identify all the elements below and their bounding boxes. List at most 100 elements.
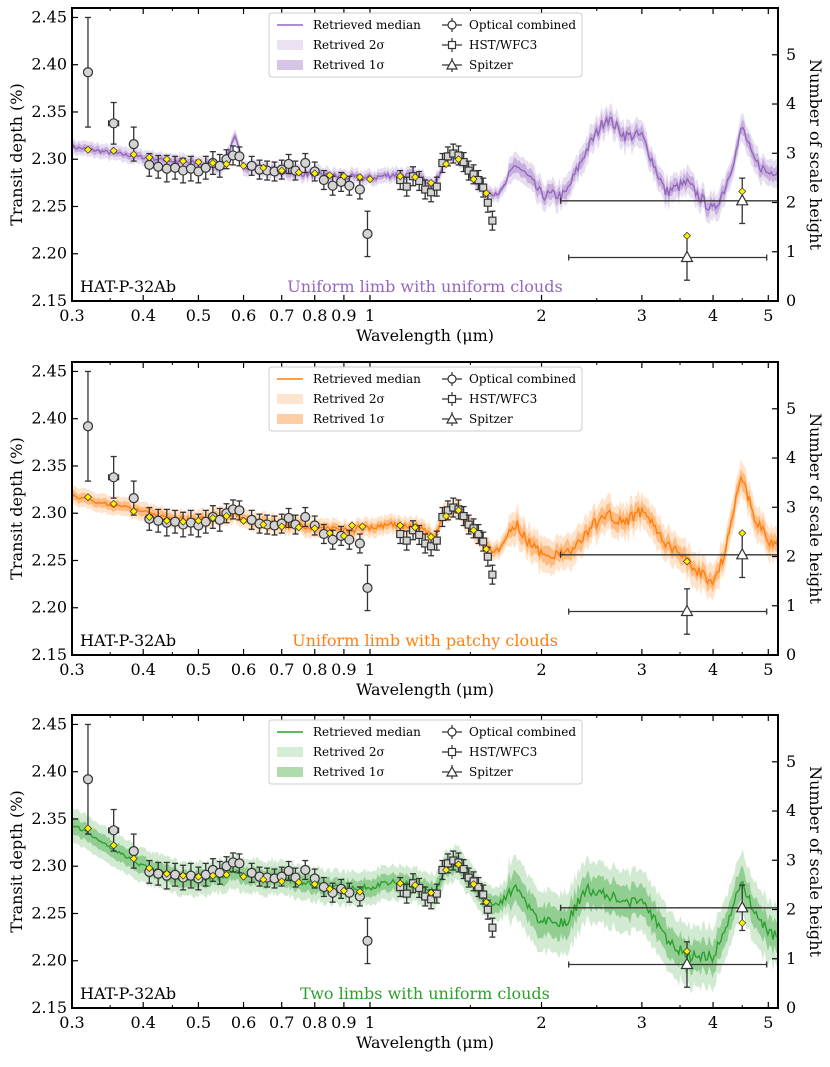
y2-tick-label: 4 [786,801,796,820]
x-tick-label: 0.8 [302,1013,327,1032]
legend-2sigma-label: Retrived 2σ [313,392,385,406]
y2-tick-label: 1 [786,949,796,968]
optical-point [214,153,225,178]
hst-point [474,876,483,898]
y-tick-label: 2.45 [31,7,67,26]
hst-point [488,210,497,231]
y2-tick-label: 5 [786,399,796,418]
x-tick-label: 0.4 [130,1013,155,1032]
planet-name: HAT-P-32Ab [80,984,176,1003]
legend-spitzer-label: Spitzer [469,58,513,72]
hst-point [459,151,468,173]
x-axis-label: Wavelength (μm) [356,1033,494,1052]
model-binned-point [469,880,478,889]
model-binned-point [682,947,691,956]
optical-point [362,917,373,965]
hst-point [464,867,473,888]
model-binned-point [179,871,188,880]
optical-point [300,506,311,528]
model-binned-point [427,532,436,541]
y2-axis-label: Number of scale height [806,766,825,957]
legend-spitzer-marker [442,412,462,426]
model-binned-point [339,531,348,540]
x-axis-label: Wavelength (μm) [356,680,494,699]
optical-point [318,523,329,545]
legend-median-label: Retrieved median [313,725,421,739]
optical-point [300,859,311,881]
model-binned-point [396,879,405,888]
optical-point [108,455,120,499]
plot-area [72,370,778,635]
optical-point [283,507,294,529]
hst-point [415,524,424,546]
optical-point [318,169,329,191]
panel-mode-label: Two limbs with uniform clouds [300,984,550,1003]
x-tick-label: 1 [365,660,375,679]
legend-1sigma-label: Retrived 1σ [313,58,385,72]
model-binned-point [208,159,217,168]
legend-1sigma-swatch [277,414,303,424]
model-binned-point [222,159,231,168]
hst-point [464,514,473,535]
chart-panel-1: 0.3 0.4 0.5 0.6 0.7 0.8 0.9 1 2 3 4 5 2.15 2.20 2.25 2.… [7,7,825,345]
model-binned-point [145,513,154,522]
y2-tick-label: 4 [786,448,796,467]
model-binned-point [682,557,691,566]
sigma1-band [72,816,778,978]
x-tick-label: 2 [536,306,546,325]
legend-optical-marker [442,18,462,32]
x-tick-label: 3 [637,306,647,325]
model-binned-point [365,175,374,184]
y2-tick-label: 3 [786,143,796,162]
y-tick-label: 2.45 [31,361,67,380]
legend-box [268,719,583,785]
model-binned-point [411,881,420,890]
optical-point [185,862,196,889]
model-binned-point [442,159,451,168]
hst-point [438,152,447,174]
y-tick-label: 2.30 [31,149,67,168]
model-binned-point [145,864,154,873]
optical-point [169,509,181,534]
optical-point [344,882,355,903]
optical-point [283,153,294,175]
x-tick-label: 0.9 [331,1013,356,1032]
x-tick-label: 0.5 [186,306,211,325]
model-binned-point [129,507,138,516]
legend-hst-label: HST/WFC3 [469,38,537,52]
y-tick-label: 2.25 [31,196,67,215]
axes-frame [71,361,779,656]
hst-point [488,917,497,938]
model-binned-point [339,172,348,181]
y2-tick-label: 5 [786,752,796,771]
legend-2sigma-label: Retrived 2σ [313,38,385,52]
optical-point [214,860,225,885]
panel-mode-label: Uniform limb with uniform clouds [287,277,562,296]
plot-area [72,723,778,994]
model-binned-point [162,155,171,164]
optical-point [362,564,373,612]
optical-point [200,862,211,887]
x-tick-label: 5 [763,660,773,679]
model-binned-point [348,521,357,530]
x-tick-label: 0.3 [59,306,84,325]
spitzer-point [568,588,768,635]
legend-spitzer-marker [442,58,462,72]
model-binned-point [738,529,747,538]
legend-box [268,12,583,78]
y-axis-label: Transit depth (%) [7,83,26,225]
x-tick-label: 0.7 [269,660,294,679]
optical-point [283,860,294,882]
optical-point [246,155,257,176]
x-tick-label: 0.9 [331,660,356,679]
model-binned-point [162,516,171,525]
model-binned-point [109,499,118,508]
y-tick-label: 2.35 [31,456,67,475]
model-binned-point [310,880,319,889]
y-axis-label: Transit depth (%) [7,790,26,932]
legend-median-label: Retrieved median [313,18,421,32]
legend-2sigma-swatch [277,747,303,757]
hst-point [432,176,441,197]
y2-tick-label: 3 [786,850,796,869]
